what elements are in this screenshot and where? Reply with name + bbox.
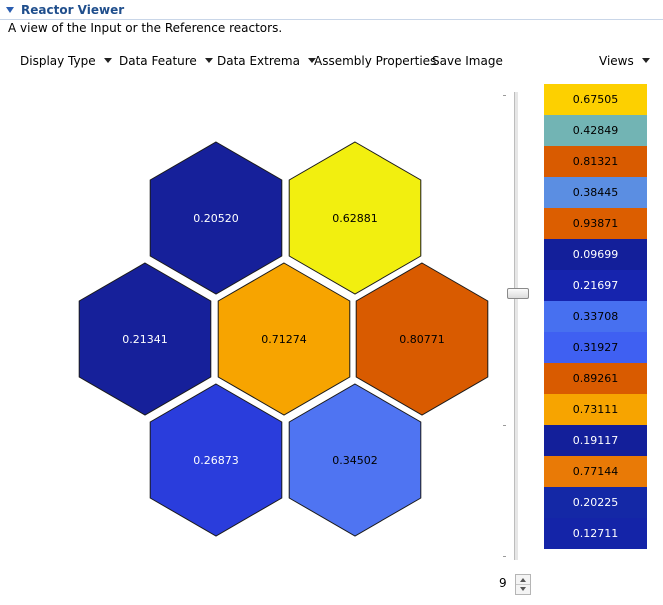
hex-cell[interactable]: 0.80771 — [355, 262, 489, 416]
assembly-properties-button[interactable]: Assembly Properties — [314, 52, 436, 70]
hex-shape[interactable] — [78, 262, 212, 416]
dropdown-arrow-icon — [103, 58, 112, 63]
save-image-label: Save Image — [432, 54, 503, 68]
hex-value-label: 0.20520 — [193, 212, 239, 225]
level-spinner[interactable] — [515, 574, 531, 595]
hex-cell[interactable]: 0.26873 — [149, 383, 283, 537]
toolbar: Display Type Data Feature Data Extrema A… — [0, 52, 663, 70]
panel-title: Reactor Viewer — [21, 3, 125, 17]
data-extrema-label: Data Extrema — [217, 54, 300, 68]
hex-cell[interactable]: 0.20520 — [149, 141, 283, 295]
views-menu[interactable]: Views — [599, 52, 650, 70]
slider-tick — [503, 425, 506, 426]
legend-cell: 0.42849 — [544, 115, 647, 146]
spin-up-arrow-icon[interactable] — [516, 575, 530, 585]
legend-cell: 0.20225 — [544, 487, 647, 518]
data-feature-label: Data Feature — [119, 54, 197, 68]
legend-cell: 0.12711 — [544, 518, 647, 549]
slider-tick — [503, 556, 506, 557]
spin-down-arrow-icon[interactable] — [516, 585, 530, 594]
hex-value-label: 0.62881 — [332, 212, 378, 225]
legend-cell: 0.93871 — [544, 208, 647, 239]
panel-subtitle: A view of the Input or the Reference rea… — [8, 21, 283, 35]
hex-cell[interactable]: 0.21341 — [78, 262, 212, 416]
hex-shape[interactable] — [288, 141, 422, 295]
views-label: Views — [599, 54, 634, 68]
display-type-label: Display Type — [20, 54, 96, 68]
slider-tick — [503, 95, 506, 96]
hex-value-label: 0.80771 — [399, 333, 445, 346]
hex-cell[interactable]: 0.34502 — [288, 383, 422, 537]
slider-track[interactable] — [514, 92, 518, 560]
legend-cell: 0.38445 — [544, 177, 647, 208]
hex-shape[interactable] — [288, 383, 422, 537]
hex-value-label: 0.34502 — [332, 454, 378, 467]
hex-value-label: 0.71274 — [261, 333, 307, 346]
dropdown-arrow-icon — [641, 58, 650, 63]
hex-value-label: 0.21341 — [122, 333, 168, 346]
value-legend: 0.67505 0.42849 0.81321 0.38445 0.93871 0.096… — [544, 84, 647, 549]
save-image-button[interactable]: Save Image — [432, 52, 503, 70]
panel-header: Reactor Viewer — [0, 0, 663, 20]
dropdown-arrow-icon — [307, 58, 316, 63]
hex-shape[interactable] — [217, 262, 351, 416]
header-divider — [0, 19, 663, 20]
hex-value-label: 0.26873 — [193, 454, 239, 467]
legend-cell: 0.09699 — [544, 239, 647, 270]
hex-shape[interactable] — [149, 141, 283, 295]
dropdown-arrow-icon — [204, 58, 213, 63]
data-extrema-menu[interactable]: Data Extrema — [217, 52, 316, 70]
legend-cell: 0.89261 — [544, 363, 647, 394]
slider-thumb[interactable] — [507, 288, 529, 299]
legend-cell: 0.81321 — [544, 146, 647, 177]
legend-cell: 0.33708 — [544, 301, 647, 332]
assembly-properties-label: Assembly Properties — [314, 54, 437, 68]
data-feature-menu[interactable]: Data Feature — [119, 52, 213, 70]
display-type-menu[interactable]: Display Type — [20, 52, 112, 70]
legend-cell: 0.77144 — [544, 456, 647, 487]
level-value: 9 — [499, 576, 507, 590]
legend-cell: 0.73111 — [544, 394, 647, 425]
hex-cell[interactable]: 0.71274 — [217, 262, 351, 416]
collapse-triangle-icon[interactable] — [6, 7, 14, 13]
legend-cell: 0.31927 — [544, 332, 647, 363]
hex-shape[interactable] — [149, 383, 283, 537]
legend-cell: 0.67505 — [544, 84, 647, 115]
legend-cell: 0.19117 — [544, 425, 647, 456]
hex-cell[interactable]: 0.62881 — [288, 141, 422, 295]
legend-cell: 0.21697 — [544, 270, 647, 301]
hex-shape[interactable] — [355, 262, 489, 416]
